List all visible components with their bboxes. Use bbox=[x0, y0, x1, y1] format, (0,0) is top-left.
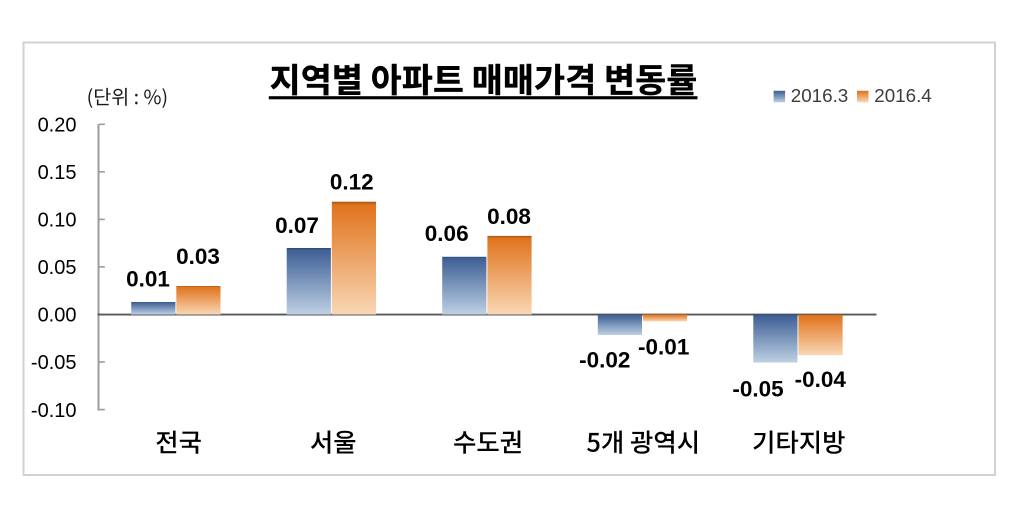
svg-text:-0.05: -0.05 bbox=[31, 352, 77, 374]
svg-text:-0.10: -0.10 bbox=[31, 400, 77, 422]
svg-text:-0.01: -0.01 bbox=[638, 335, 689, 360]
svg-text:0.20: 0.20 bbox=[38, 115, 77, 137]
svg-text:-0.02: -0.02 bbox=[579, 347, 630, 372]
svg-text:0.12: 0.12 bbox=[330, 170, 374, 195]
svg-text:0.03: 0.03 bbox=[176, 244, 220, 269]
svg-text:0.15: 0.15 bbox=[38, 162, 77, 184]
svg-text:2016.3: 2016.3 bbox=[791, 85, 848, 106]
svg-text:0.06: 0.06 bbox=[425, 221, 469, 246]
svg-text:0.00: 0.00 bbox=[38, 305, 77, 327]
svg-text:0.10: 0.10 bbox=[38, 210, 77, 232]
svg-text:0.07: 0.07 bbox=[275, 213, 319, 238]
svg-text:2016.4: 2016.4 bbox=[874, 85, 931, 106]
svg-text:-0.05: -0.05 bbox=[732, 377, 783, 402]
svg-text:0.08: 0.08 bbox=[487, 204, 531, 229]
svg-text:0.01: 0.01 bbox=[126, 267, 170, 292]
svg-text:0.05: 0.05 bbox=[38, 257, 77, 279]
svg-text:-0.04: -0.04 bbox=[795, 367, 847, 392]
